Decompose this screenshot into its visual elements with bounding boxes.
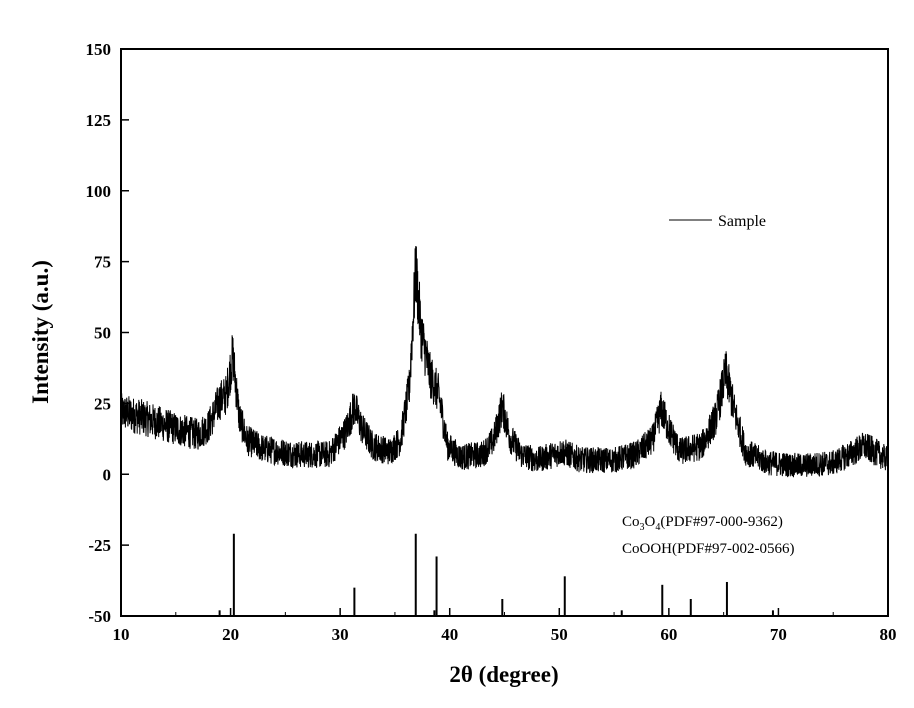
x-tick-label: 50: [551, 625, 568, 644]
y-tick-label: 150: [86, 40, 112, 59]
x-axis: 10 20 30 40 50 60 70 80: [113, 608, 897, 644]
y-tick-label: 0: [103, 465, 112, 484]
plot-frame: [120, 48, 889, 617]
ref-label-cooh: CoOOH(PDF#97-002-0566): [622, 541, 795, 557]
reference-peaks: [218, 533, 774, 616]
y-axis-title: Intensity (a.u.): [28, 260, 53, 404]
x-tick-label: 60: [660, 625, 677, 644]
y-tick-label: 25: [94, 394, 111, 413]
x-tick-label: 80: [880, 625, 897, 644]
x-tick-label: 30: [332, 625, 349, 644]
y-tick-label: 125: [86, 111, 112, 130]
x-tick-label: 20: [222, 625, 239, 644]
legend-label-sample: Sample: [718, 213, 766, 230]
y-tick-label: 50: [94, 324, 111, 343]
y-tick-label: -50: [88, 607, 111, 626]
y-tick-label: 100: [86, 182, 112, 201]
x-tick-label: 10: [113, 625, 130, 644]
ref-label-co3o4-rest: (PDF#97-000-9362): [660, 514, 783, 530]
y-tick-label: -25: [88, 536, 111, 555]
y-tick-label: 75: [94, 253, 111, 272]
ref-label-co3o4-sub1: 3: [640, 522, 645, 533]
ref-label-co3o4-sub2: 4: [655, 522, 660, 533]
y-axis: -50 -25 0 25 50 75 100 125 150: [86, 40, 129, 626]
ref-label-co3o4-co: Co: [622, 514, 640, 530]
ref-label-co3o4-o: O: [645, 514, 656, 530]
sample-series-line: [120, 246, 889, 478]
x-axis-title: 2θ (degree): [449, 662, 558, 687]
x-tick-label: 40: [441, 625, 458, 644]
x-tick-label: 70: [770, 625, 787, 644]
ref-label-co3o4: Co3O4(PDF#97-000-9362): [622, 514, 783, 533]
